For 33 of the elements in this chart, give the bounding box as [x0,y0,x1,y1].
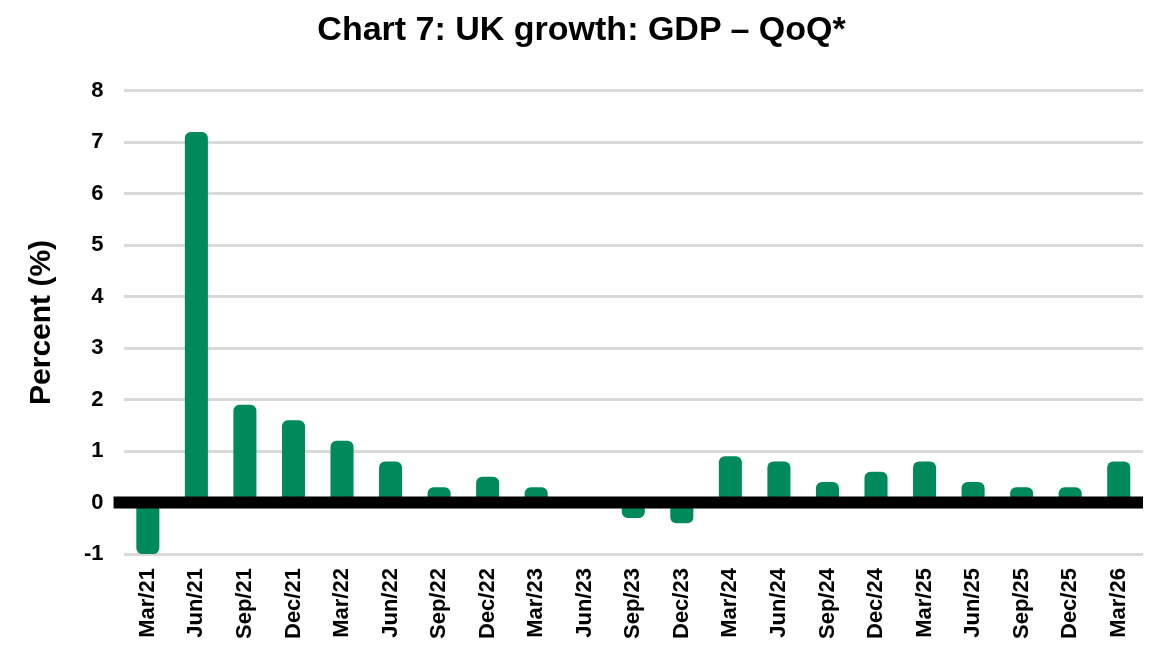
chart-title: Chart 7: UK growth: GDP – QoQ* [317,8,847,47]
x-tick-label: Sep/25 [1007,568,1033,639]
y-tick-label: 6 [91,179,104,205]
x-tick-label: Jun/25 [959,568,985,638]
x-tick-label: Mar/24 [716,567,742,638]
x-tick-label: Jun/24 [764,567,790,638]
y-tick-label: 7 [91,128,104,154]
x-tick-label: Jun/23 [570,568,596,638]
x-tick-label: Dec/24 [862,567,888,640]
y-tick-label: 1 [91,437,104,463]
x-tick-label: Sep/21 [230,568,256,639]
x-tick-label: Jun/22 [376,568,402,638]
x-tick-label: Dec/22 [473,568,499,640]
y-tick-label: 8 [91,76,104,102]
x-tick-label: Mar/26 [1104,568,1130,638]
y-axis-title: Percent (%) [23,239,57,405]
x-tick-label: Dec/21 [279,568,305,640]
y-tick-label: 5 [91,231,104,257]
y-tick-label: -1 [84,540,104,566]
x-tick-label: Mar/23 [522,568,548,638]
x-tick-label: Sep/23 [619,568,645,639]
y-tick-label: 4 [91,282,105,308]
x-tick-label: Mar/21 [133,568,159,638]
x-tick-label: Dec/25 [1056,568,1082,640]
x-tick-label: Mar/25 [910,568,936,638]
x-tick-label: Mar/22 [328,568,354,638]
x-tick-label: Sep/24 [813,567,839,639]
y-tick-label: 0 [91,488,104,514]
y-tick-label: 3 [91,334,104,360]
y-tick-label: 2 [91,385,104,411]
x-tick-label: Sep/22 [425,568,451,639]
x-tick-label: Jun/21 [182,568,208,638]
x-tick-label: Dec/23 [667,568,693,640]
